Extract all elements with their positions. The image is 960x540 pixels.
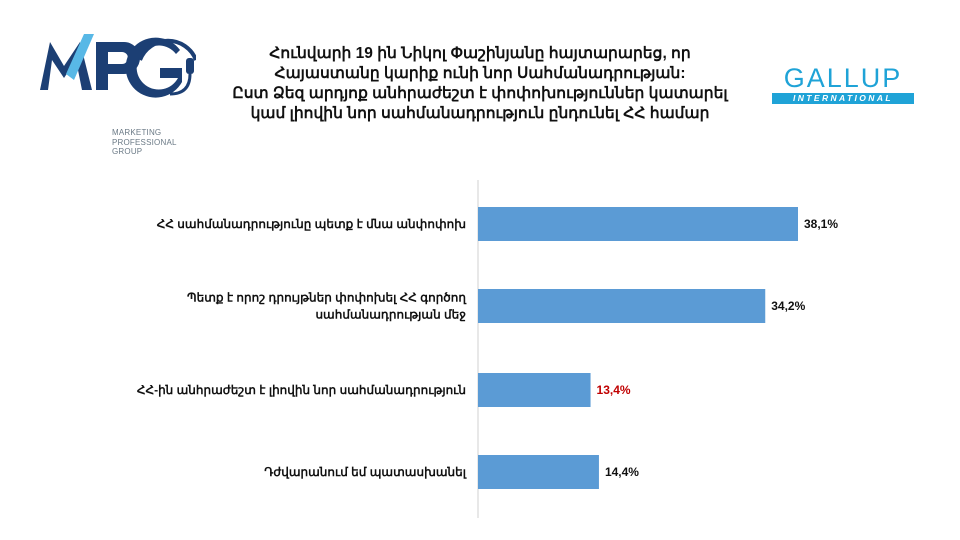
bar bbox=[478, 207, 798, 241]
bar bbox=[478, 373, 591, 407]
mpg-logo-subtitle: MARKETING PROFESSIONAL GROUP bbox=[112, 128, 177, 156]
title-line: կամ լիովին նոր սահմանադրություն ընդունել… bbox=[250, 105, 710, 122]
title-line: Հայաստանը կարիք ունի նոր Սահմանադրության… bbox=[274, 65, 686, 82]
headset-icon bbox=[138, 38, 198, 96]
gallup-logo-bar: INTERNATIONAL bbox=[772, 93, 914, 104]
category-label: Պետք է որոշ դրույթներ փոփոխել ՀՀ գործող bbox=[187, 291, 467, 305]
data-label: 14,4% bbox=[605, 465, 639, 479]
title-line: Ըստ Ձեզ արդյոք անհրաժեշտ է փոփոխությունն… bbox=[232, 85, 728, 102]
category-label: սահմանադրության մեջ bbox=[315, 308, 466, 322]
mpg-logo: MARKETING PROFESSIONAL GROUP bbox=[36, 30, 198, 156]
data-label: 13,4% bbox=[597, 383, 631, 397]
gallup-logo-text: GALLUP bbox=[783, 63, 903, 93]
mpg-letter-g bbox=[125, 37, 182, 98]
chart-title: Հունվարի 19 ին Նիկոլ Փաշինյանը հայտարարե… bbox=[210, 44, 750, 124]
gallup-logo: GALLUP INTERNATIONAL bbox=[772, 55, 914, 105]
data-label: 38,1% bbox=[804, 217, 838, 231]
bar bbox=[478, 455, 599, 489]
mpg-logo-mark bbox=[40, 34, 198, 98]
category-label: Դժվարանում եմ պատասխանել bbox=[264, 465, 466, 479]
gallup-logo-subtitle: INTERNATIONAL bbox=[793, 93, 893, 103]
category-label: ՀՀ սահմանադրությունը պետք է մնա անփոփոխ bbox=[157, 217, 466, 231]
data-label: 34,2% bbox=[771, 299, 805, 313]
category-label: ՀՀ-ին անհրաժեշտ է լիովին նոր սահմանադրու… bbox=[137, 383, 466, 397]
title-line: Հունվարի 19 ին Նիկոլ Փաշինյանը հայտարարե… bbox=[269, 45, 691, 62]
bar bbox=[478, 289, 766, 323]
mpg-check-accent bbox=[66, 34, 94, 80]
